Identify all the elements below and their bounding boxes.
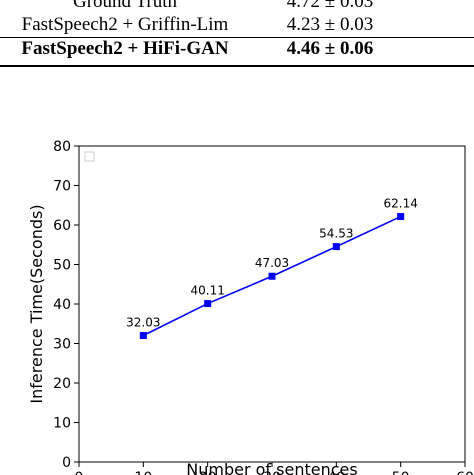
x-tick-label: 60 xyxy=(456,470,474,475)
data-point xyxy=(397,213,405,221)
score-cell: 4.72 ± 0.03 xyxy=(286,0,374,12)
data-label: 47.03 xyxy=(255,256,289,270)
method-cell: FastSpeech2 + HiFi-GAN xyxy=(21,38,229,59)
data-label: 54.53 xyxy=(319,227,353,241)
data-point xyxy=(332,243,340,251)
y-axis-label: Inference Time(Seconds) xyxy=(27,204,46,403)
data-point xyxy=(139,331,147,339)
score-cell: 4.23 ± 0.03 xyxy=(286,14,374,35)
series-layer: 32.03 40.11 47.03 54.53 62.14 xyxy=(126,197,418,339)
x-axis: 0 10 20 30 40 50 60 xyxy=(75,462,474,475)
y-axis: 0 10 20 30 40 50 60 70 80 xyxy=(53,139,79,471)
table-bottom-rule xyxy=(0,65,474,67)
y-tick-label: 10 xyxy=(53,416,71,432)
data-point xyxy=(268,272,276,280)
data-label: 32.03 xyxy=(126,315,160,329)
y-tick-label: 20 xyxy=(53,376,71,392)
x-tick-label: 30 xyxy=(263,470,281,475)
score-cell: 4.46 ± 0.06 xyxy=(286,38,374,59)
x-tick-label: 10 xyxy=(134,470,152,475)
y-tick-label: 0 xyxy=(62,455,71,471)
x-tick-label: 40 xyxy=(327,470,345,475)
plot-frame xyxy=(78,145,466,463)
x-axis-label: Number of sentences xyxy=(186,460,357,475)
method-cell: Ground Truth xyxy=(73,0,177,12)
y-tick-label: 30 xyxy=(53,337,71,353)
legend-box xyxy=(84,151,95,162)
data-label: 40.11 xyxy=(190,284,224,298)
y-tick-label: 50 xyxy=(53,258,71,274)
table-divider xyxy=(0,37,474,38)
data-point xyxy=(204,300,212,308)
x-tick-label: 0 xyxy=(75,470,84,475)
x-tick-label: 50 xyxy=(392,470,410,475)
x-tick-label: 20 xyxy=(199,470,217,475)
y-tick-label: 70 xyxy=(53,179,71,195)
y-tick-label: 80 xyxy=(53,139,71,155)
y-tick-label: 40 xyxy=(53,297,71,313)
results-table: Ground Truth 4.72 ± 0.03 FastSpeech2 + G… xyxy=(0,0,474,80)
data-label: 62.14 xyxy=(383,197,417,211)
method-cell: FastSpeech2 + Griffin-Lim xyxy=(21,14,229,35)
y-tick-label: 60 xyxy=(53,218,71,234)
